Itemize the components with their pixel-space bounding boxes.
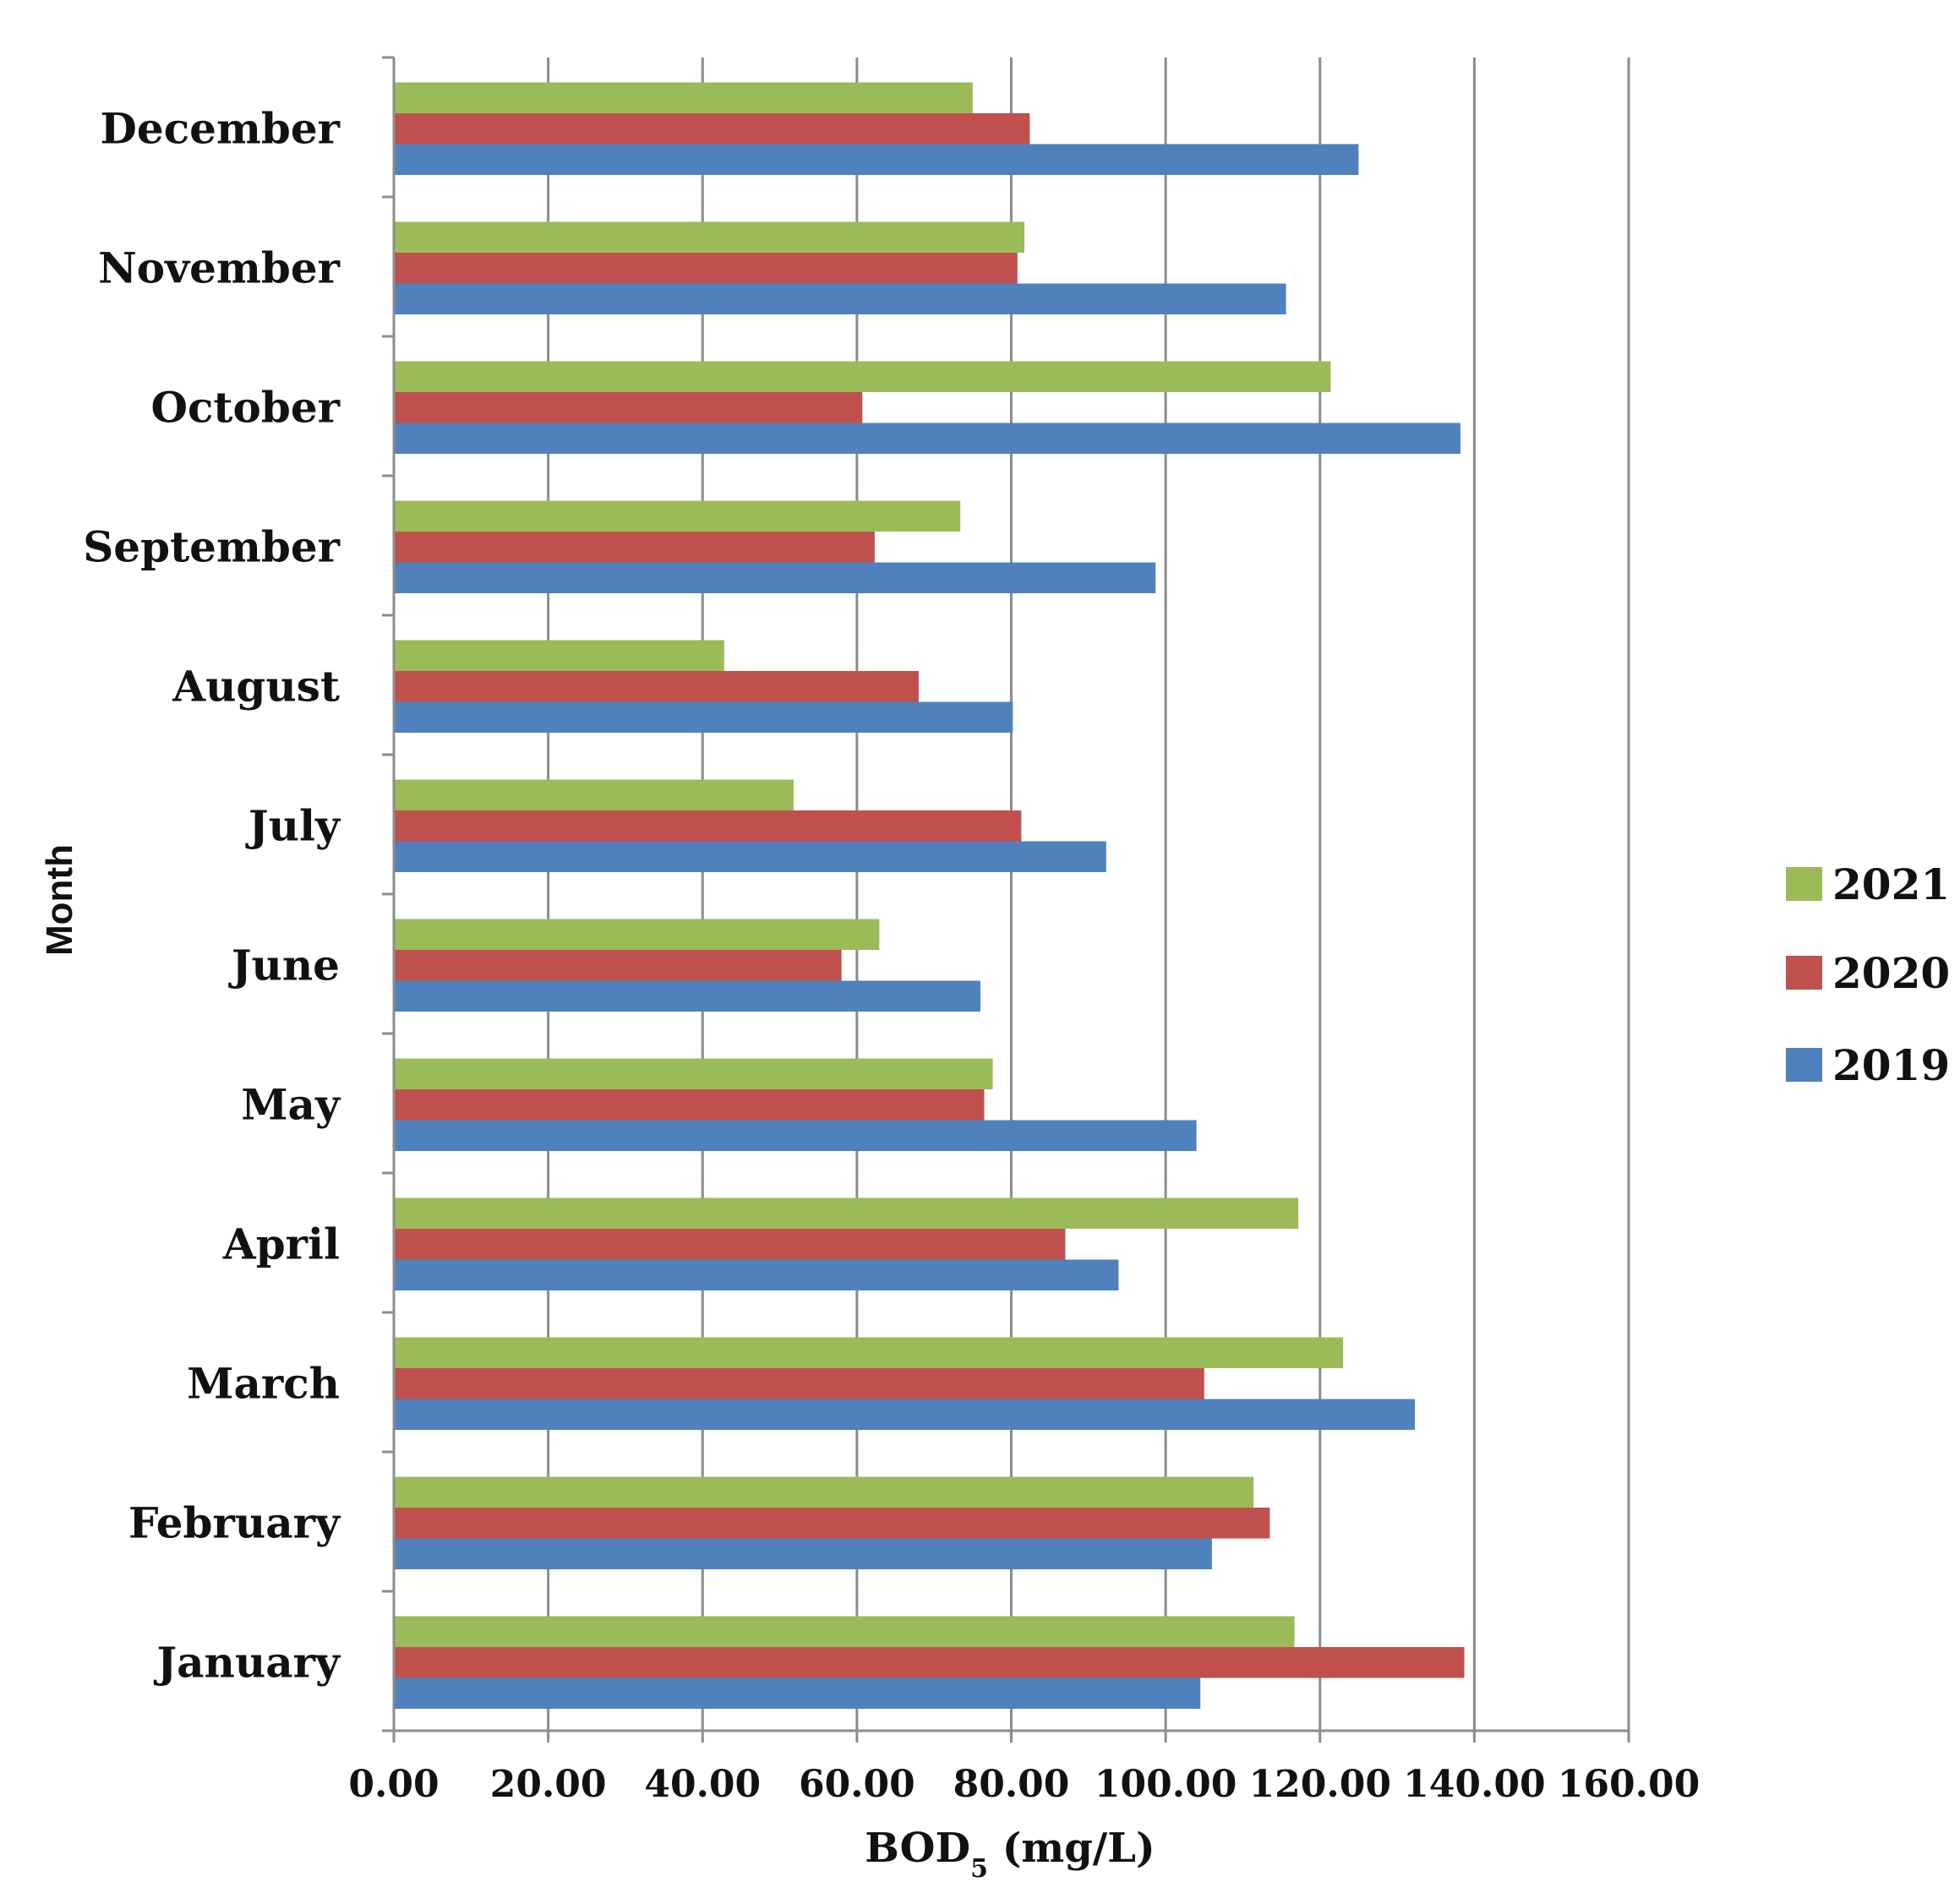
bar-november-2019 — [394, 283, 1286, 314]
bar-march-2021 — [394, 1337, 1344, 1368]
category-label-july: July — [245, 800, 341, 850]
category-label-february: February — [128, 1497, 341, 1547]
x-tick-label: 140.00 — [1403, 1763, 1545, 1806]
x-tick-label: 0.00 — [348, 1763, 439, 1806]
x-tick-label: 40.00 — [644, 1763, 761, 1806]
legend-swatch-2021 — [1786, 867, 1822, 901]
bar-april-2019 — [394, 1259, 1119, 1290]
bar-march-2019 — [394, 1399, 1416, 1430]
bar-january-2019 — [394, 1677, 1201, 1709]
legend-swatch-2019 — [1786, 1048, 1822, 1082]
bar-october-2019 — [394, 423, 1460, 454]
bar-april-2021 — [394, 1197, 1299, 1229]
bar-december-2019 — [394, 144, 1359, 175]
category-label-april: April — [222, 1219, 340, 1268]
bar-may-2020 — [394, 1089, 985, 1121]
legend-label-2019: 2019 — [1832, 1040, 1950, 1090]
x-tick-label: 100.00 — [1095, 1763, 1237, 1806]
bar-july-2020 — [394, 810, 1022, 842]
bar-february-2020 — [394, 1508, 1270, 1539]
bar-september-2021 — [394, 500, 961, 532]
gridlines — [392, 57, 1630, 1743]
bar-december-2021 — [394, 82, 973, 113]
x-axis-title-subscript: 5 — [970, 1854, 988, 1882]
bar-may-2019 — [394, 1120, 1197, 1151]
x-tick-label: 120.00 — [1249, 1763, 1391, 1806]
bar-march-2020 — [394, 1368, 1204, 1399]
bar-june-2019 — [394, 980, 980, 1012]
category-label-october: October — [150, 382, 340, 432]
x-tick-label: 160.00 — [1558, 1763, 1700, 1806]
bar-september-2019 — [394, 562, 1156, 593]
legend: 2021 2020 2019 — [1786, 859, 1950, 1090]
bar-october-2020 — [394, 392, 863, 423]
y-axis-title: Month — [39, 844, 80, 956]
bar-june-2021 — [394, 919, 880, 950]
category-labels: January February March April May June July Augu… — [83, 103, 341, 1687]
category-label-march: March — [187, 1358, 340, 1408]
category-label-august: August — [172, 661, 340, 711]
bar-november-2020 — [394, 253, 1018, 284]
bar-may-2021 — [394, 1058, 993, 1089]
bar-september-2020 — [394, 532, 875, 563]
bar-july-2019 — [394, 841, 1106, 872]
bar-october-2021 — [394, 361, 1331, 392]
bar-april-2020 — [394, 1229, 1066, 1260]
bar-august-2019 — [394, 701, 1013, 733]
category-label-may: May — [241, 1079, 341, 1129]
x-tick-labels: 0.00 20.00 40.00 60.00 80.00 100.00 120.00 140.… — [348, 1763, 1700, 1806]
legend-label-2021: 2021 — [1832, 859, 1950, 909]
bar-december-2020 — [394, 113, 1030, 145]
category-label-november: November — [98, 243, 341, 292]
category-label-september: September — [83, 521, 340, 571]
bar-february-2021 — [394, 1476, 1254, 1508]
x-tick-label: 60.00 — [799, 1763, 915, 1806]
category-label-january: January — [153, 1637, 341, 1687]
bar-july-2021 — [394, 779, 794, 810]
bar-june-2020 — [394, 950, 842, 981]
category-label-december: December — [101, 103, 341, 153]
x-axis-title-unit: (mg/L) — [988, 1825, 1155, 1872]
bar-february-2019 — [394, 1538, 1212, 1569]
legend-label-2020: 2020 — [1832, 948, 1950, 998]
legend-swatch-2020 — [1786, 956, 1822, 990]
bar-august-2021 — [394, 640, 724, 671]
x-axis-title: BOD5 (mg/L) — [865, 1825, 1155, 1882]
bar-november-2021 — [394, 221, 1025, 253]
bar-january-2021 — [394, 1616, 1295, 1647]
x-tick-label: 20.00 — [490, 1763, 607, 1806]
bars — [394, 82, 1465, 1709]
axes — [382, 56, 1629, 1732]
bar-january-2020 — [394, 1647, 1465, 1678]
x-axis-title-main: BOD — [865, 1825, 970, 1872]
bar-august-2020 — [394, 671, 919, 702]
x-tick-label: 80.00 — [953, 1763, 1070, 1806]
category-label-june: June — [228, 940, 340, 990]
